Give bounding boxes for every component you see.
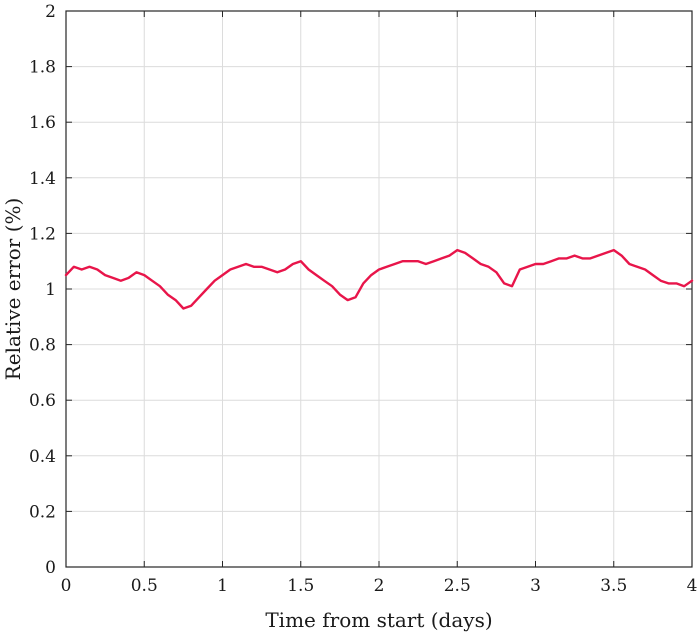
y-tick-label: 1.8	[29, 58, 56, 78]
series-line-1	[64, 248, 694, 310]
y-axis-title: Relative error (%)	[1, 198, 25, 381]
x-tick-label: 2.5	[444, 576, 471, 596]
series-layer	[64, 248, 694, 310]
tick-labels: 0 0.5 1 1.5 2 2.5 3 3.5 4 0 0.2 0.4 0.6 0.8 1 1.2 1.4 1.6…	[29, 2, 697, 596]
x-tick-label: 2	[374, 576, 385, 596]
y-tick-label: 0.8	[29, 336, 56, 356]
y-tick-label: 0.6	[29, 391, 56, 411]
y-tick-label: 0.2	[29, 502, 56, 522]
plot-area-frame	[65, 10, 693, 568]
x-tick-label: 3	[530, 576, 541, 596]
y-tick-label: 0	[45, 558, 56, 578]
y-tick-label: 1	[45, 280, 56, 300]
y-tick-label: 2	[45, 2, 56, 22]
y-tick-label: 1.4	[29, 169, 56, 189]
x-tick-label: 1	[217, 576, 228, 596]
x-tick-label: 0	[61, 576, 72, 596]
x-tick-label: 3.5	[600, 576, 627, 596]
x-tick-label: 4	[687, 576, 698, 596]
y-tick-label: 1.6	[29, 113, 56, 133]
y-tick-label: 0.4	[29, 447, 56, 467]
x-axis-title: Time from start (days)	[265, 608, 492, 632]
y-tick-label: 1.2	[29, 224, 56, 244]
x-tick-label: 1.5	[287, 576, 314, 596]
x-tick-label: 0.5	[131, 576, 158, 596]
grid	[65, 10, 693, 568]
